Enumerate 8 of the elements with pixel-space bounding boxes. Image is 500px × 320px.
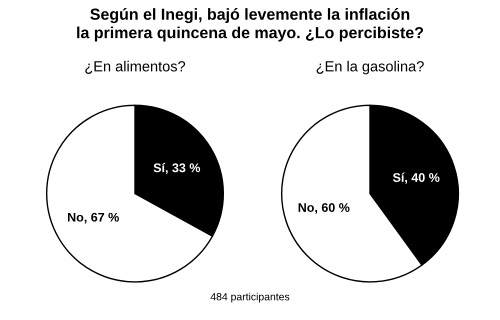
chart-title: Según el Inegi, bajó levemente la inflación la primera quincena de mayo. ¿Lo percibiste? bbox=[77, 8, 424, 42]
chart-subtitle: ¿En la gasolina? bbox=[316, 60, 424, 74]
slice-label: No, 67 % bbox=[68, 212, 119, 224]
text: 484 participantes bbox=[210, 292, 290, 302]
slice-label: No, 60 % bbox=[298, 203, 350, 214]
slice-label: Sí, 33 % bbox=[154, 162, 200, 174]
chart-subtitle: ¿En alimentos? bbox=[85, 60, 186, 74]
slice-label: Sí, 40 % bbox=[392, 172, 440, 184]
